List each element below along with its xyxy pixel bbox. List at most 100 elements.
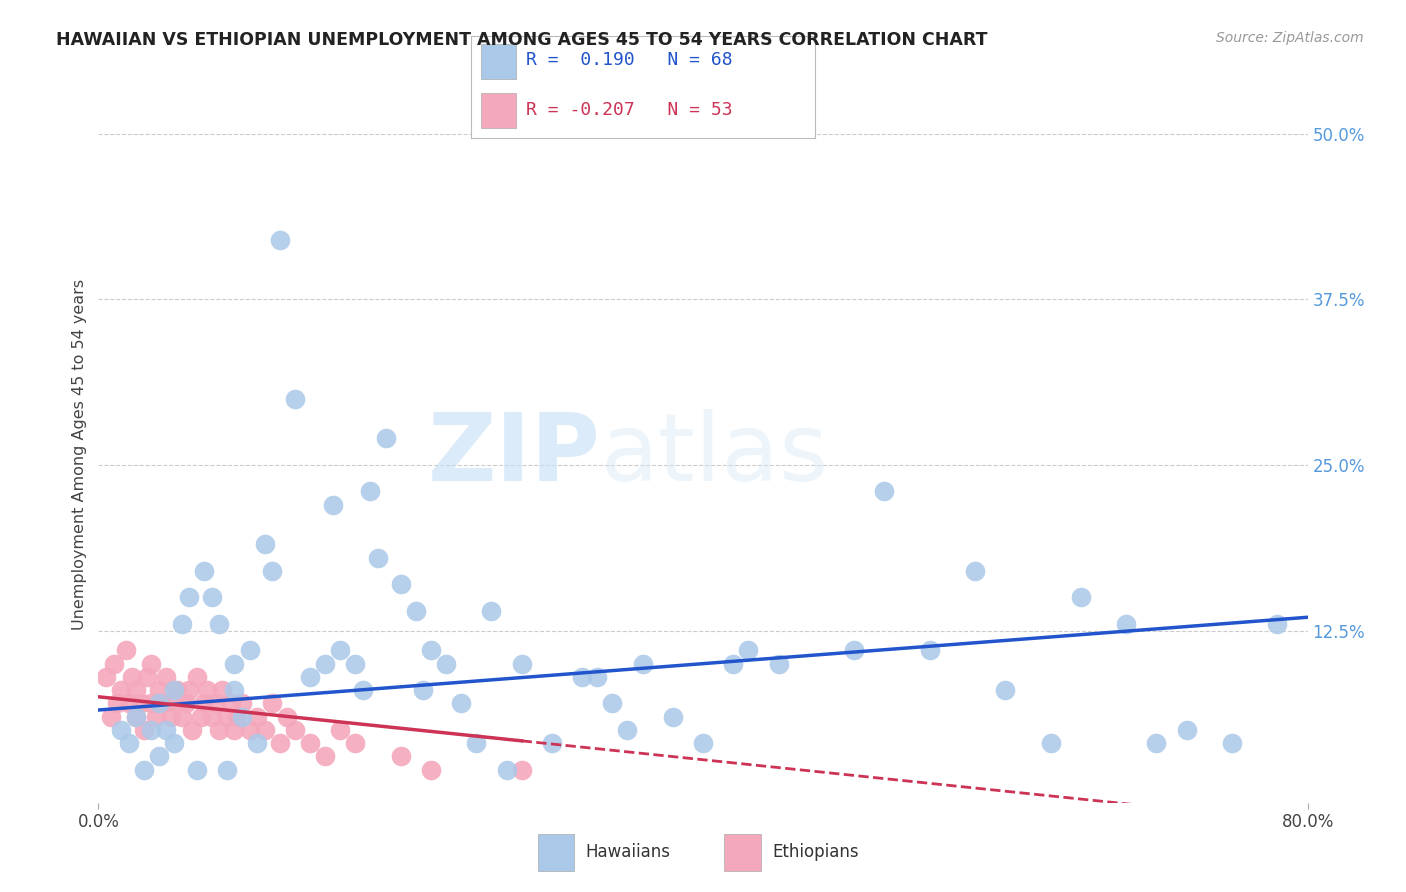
Point — [163, 736, 186, 750]
Point — [253, 537, 276, 551]
FancyBboxPatch shape — [538, 834, 575, 871]
Text: Hawaiians: Hawaiians — [585, 843, 671, 861]
Point — [141, 657, 163, 671]
Point — [540, 736, 562, 750]
Text: HAWAIIAN VS ETHIOPIAN UNEMPLOYMENT AMONG AGES 45 TO 54 YEARS CORRELATION CHART: HAWAIIAN VS ETHIOPIAN UNEMPLOYMENT AMONG… — [56, 31, 988, 49]
Point — [193, 564, 215, 578]
Point — [110, 683, 132, 698]
Point — [105, 697, 128, 711]
Text: Ethiopians: Ethiopians — [772, 843, 859, 861]
Point — [662, 709, 685, 723]
Point — [262, 564, 284, 578]
Point — [135, 670, 157, 684]
Point — [141, 723, 163, 737]
Point — [201, 591, 224, 605]
Point — [571, 670, 593, 684]
Point — [179, 591, 201, 605]
Text: Source: ZipAtlas.com: Source: ZipAtlas.com — [1216, 31, 1364, 45]
Point — [420, 643, 443, 657]
Point — [1175, 723, 1198, 737]
Point — [239, 643, 262, 657]
Y-axis label: Unemployment Among Ages 45 to 54 years: Unemployment Among Ages 45 to 54 years — [72, 279, 87, 631]
Point — [129, 697, 152, 711]
Point — [510, 657, 533, 671]
Point — [1144, 736, 1167, 750]
Point — [170, 709, 193, 723]
Point — [873, 484, 896, 499]
Point — [132, 723, 155, 737]
Point — [1070, 591, 1092, 605]
Point — [239, 723, 262, 737]
Point — [269, 233, 291, 247]
Point — [125, 683, 148, 698]
Point — [125, 709, 148, 723]
Point — [125, 709, 148, 723]
Point — [299, 736, 322, 750]
Point — [190, 709, 212, 723]
Text: ZIP: ZIP — [427, 409, 600, 501]
Point — [586, 670, 609, 684]
Point — [166, 683, 188, 698]
Point — [246, 736, 269, 750]
Point — [495, 763, 517, 777]
Point — [262, 697, 284, 711]
Point — [193, 697, 215, 711]
Point — [110, 723, 132, 737]
Point — [163, 697, 186, 711]
Point — [367, 550, 389, 565]
Point — [360, 484, 382, 499]
Point — [405, 604, 427, 618]
Point — [114, 643, 136, 657]
Point — [132, 763, 155, 777]
Point — [420, 763, 443, 777]
Point — [314, 749, 336, 764]
Point — [160, 709, 183, 723]
Point — [602, 697, 624, 711]
Point — [844, 643, 866, 657]
Text: atlas: atlas — [600, 409, 828, 501]
Point — [215, 763, 238, 777]
Point — [226, 709, 249, 723]
Point — [329, 723, 352, 737]
Point — [1039, 736, 1062, 750]
Point — [179, 683, 201, 698]
Point — [215, 709, 238, 723]
Point — [224, 683, 246, 698]
Point — [412, 683, 434, 698]
Point — [246, 709, 269, 723]
Point — [450, 697, 472, 711]
Point — [329, 643, 352, 657]
Point — [1220, 736, 1243, 750]
Point — [918, 643, 941, 657]
Point — [253, 723, 276, 737]
Point — [374, 431, 396, 445]
Point — [284, 723, 307, 737]
Point — [118, 736, 141, 750]
Point — [352, 683, 374, 698]
Point — [284, 392, 307, 406]
Point — [186, 763, 208, 777]
Point — [231, 697, 253, 711]
Point — [723, 657, 745, 671]
Point — [616, 723, 638, 737]
Point — [768, 657, 790, 671]
Point — [224, 657, 246, 671]
Point — [208, 616, 231, 631]
Point — [170, 616, 193, 631]
Point — [299, 670, 322, 684]
Point — [208, 723, 231, 737]
Point — [221, 697, 243, 711]
Point — [344, 736, 367, 750]
Point — [269, 736, 291, 750]
Point — [211, 683, 233, 698]
Point — [481, 604, 503, 618]
Point — [737, 643, 759, 657]
Text: R =  0.190   N = 68: R = 0.190 N = 68 — [526, 52, 733, 70]
Point — [195, 683, 218, 698]
Point — [150, 697, 173, 711]
Point — [692, 736, 714, 750]
Point — [148, 683, 170, 698]
Point — [344, 657, 367, 671]
Point — [103, 657, 125, 671]
Point — [389, 749, 412, 764]
